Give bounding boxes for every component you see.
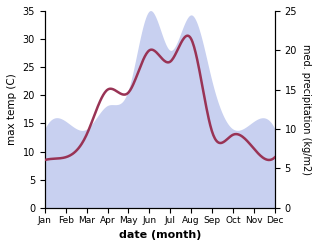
Y-axis label: max temp (C): max temp (C) <box>7 74 17 145</box>
Y-axis label: med. precipitation (kg/m2): med. precipitation (kg/m2) <box>301 44 311 175</box>
X-axis label: date (month): date (month) <box>119 230 201 240</box>
